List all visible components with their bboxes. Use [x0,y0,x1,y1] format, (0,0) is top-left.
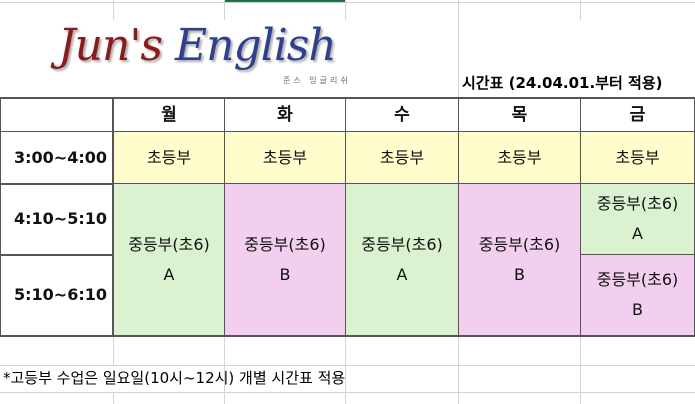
gridline [345,336,346,404]
class-cell-merged[interactable]: 중등부(초6) B [458,183,581,336]
class-group: A [396,264,408,284]
table-border [0,254,114,256]
table-border [0,183,114,185]
class-cell[interactable]: 초등부 [345,131,459,184]
table-border [0,97,695,99]
time-cell[interactable]: 4:10~5:10 [0,183,114,255]
gridline [113,336,114,365]
class-group: B [632,300,643,319]
class-cell[interactable]: 중등부(초6) A [580,183,695,255]
gridline [113,392,114,404]
logo: Jun's English 준스 잉글리쉬 [58,20,351,85]
class-name: 중등부(초6) [128,234,210,254]
class-name: 중등부(초6) [596,194,679,213]
class-group: B [279,264,291,284]
class-cell-merged[interactable]: 중등부(초6) A [113,183,225,336]
day-header-fri[interactable]: 금 [580,98,695,132]
gridline [458,0,459,98]
class-group: A [163,264,175,284]
selected-column-indicator [225,0,345,2]
class-cell[interactable]: 중등부(초6) B [580,254,695,336]
corner-cell[interactable] [0,98,114,132]
day-header-wed[interactable]: 수 [345,98,459,132]
timetable-title: 시간표 (24.04.01.부터 적용) [462,74,663,92]
class-cell-merged[interactable]: 중등부(초6) A [345,183,459,336]
day-header-mon[interactable]: 월 [113,98,225,132]
class-cell[interactable]: 초등부 [580,131,695,184]
gridline [113,0,114,20]
class-cell[interactable]: 초등부 [113,131,225,184]
gridline [224,336,225,404]
time-cell[interactable]: 5:10~6:10 [0,254,114,336]
gridline [458,336,459,404]
time-cell[interactable]: 3:00~4:00 [0,131,114,184]
class-cell-merged[interactable]: 중등부(초6) B [224,183,346,336]
gridline [345,0,346,20]
day-header-thu[interactable]: 목 [458,98,581,132]
footnote[interactable]: *고등부 수업은 일요일(10시~12시) 개별 시간표 적용 [3,369,346,387]
class-name: 중등부(초6) [596,270,679,289]
class-group: A [632,224,643,243]
class-group: B [514,264,525,284]
class-cell[interactable]: 초등부 [224,131,346,184]
gridline [0,2,695,3]
class-name: 중등부(초6) [244,234,326,254]
gridline [0,365,695,366]
day-header-tue[interactable]: 화 [224,98,346,132]
table-border [112,97,114,337]
gridline [0,392,695,393]
class-name: 중등부(초6) [478,234,561,254]
gridline [580,0,581,20]
class-name: 중등부(초6) [361,234,443,254]
class-cell[interactable]: 초등부 [458,131,581,184]
gridline [224,0,225,20]
table-border [0,335,695,337]
gridline [580,336,581,404]
